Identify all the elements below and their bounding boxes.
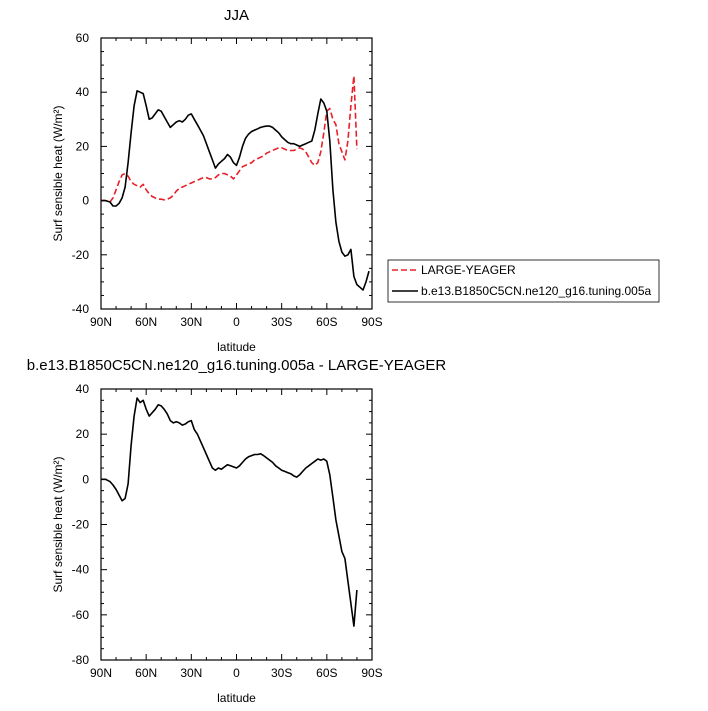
top-chart-title: JJA [224,7,249,24]
bottom-xtick-label: 60N [135,666,157,680]
top-ytick-label: 20 [76,139,90,153]
bottom-ytick-label: -80 [72,653,90,667]
bottom-ytick-label: -60 [72,608,90,622]
bottom-xtick-label: 90N [90,666,112,680]
bottom-ytick-label: -20 [72,518,90,532]
bottom-ytick-label: 40 [76,382,90,396]
bottom-ticks: 90N 60N 30N 0 30S 60S 90S -80 -60 -40 -20 0 20 40 [72,382,383,680]
top-chart-panel: JJA 90N 60N 30N 0 30S 60S 90S -40 -20 0 20 40 60 lat… [51,7,383,354]
legend: LARGE-YEAGER b.e13.B1850C5CN.ne120_g16.t… [387,259,660,303]
top-xtick-label: 30S [271,315,292,329]
top-xtick-label: 90S [361,315,382,329]
top-xtick-label: 0 [233,315,240,329]
bottom-chart-title: b.e13.B1850C5CN.ne120_g16.tuning.005a - … [27,357,447,374]
top-ytick-label: -20 [72,248,90,262]
bottom-chart-panel: b.e13.B1850C5CN.ne120_g16.tuning.005a - … [27,357,447,705]
legend-label-large-yeager: LARGE-YEAGER [421,263,516,277]
legend-label-model: b.e13.B1850C5CN.ne120_g16.tuning.005a [421,284,652,298]
bottom-xlabel: latitude [217,691,256,705]
top-series-line-0 [101,75,358,203]
top-ytick-label: 40 [76,85,90,99]
bottom-plot-frame [100,388,373,661]
top-xlabel: latitude [217,340,256,354]
bottom-ytick-label: 20 [76,427,90,441]
top-xtick-label: 90N [90,315,112,329]
top-ylabel: Surf sensible heat (W/m²) [51,105,65,241]
bottom-xtick-label: 30N [180,666,202,680]
bottom-series [101,397,358,627]
top-xtick-label: 60S [316,315,337,329]
top-xtick-label: 60N [135,315,157,329]
bottom-ylabel: Surf sensible heat (W/m²) [51,456,65,592]
bottom-xtick-label: 90S [361,666,382,680]
top-ytick-label: 0 [82,194,89,208]
bottom-series-line-0 [101,397,358,627]
bottom-xtick-label: 60S [316,666,337,680]
top-series [101,75,370,291]
top-ticks: 90N 60N 30N 0 30S 60S 90S -40 -20 0 20 40 60 [72,31,383,329]
top-series-line-1 [101,90,370,291]
legend-box [387,259,660,303]
bottom-ytick-label: 0 [82,472,89,486]
top-ytick-label: 60 [76,31,90,45]
top-ytick-label: -40 [72,302,90,316]
bottom-xtick-label: 30S [271,666,292,680]
top-xtick-label: 30N [180,315,202,329]
bottom-xtick-label: 0 [233,666,240,680]
bottom-ytick-label: -40 [72,563,90,577]
